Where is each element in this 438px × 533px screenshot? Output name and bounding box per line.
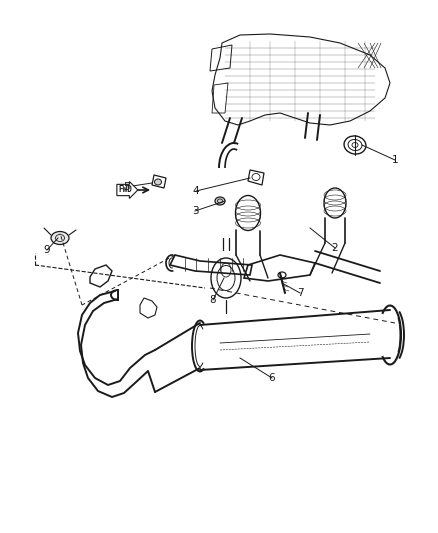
Text: 1: 1 — [392, 155, 398, 165]
Text: 9: 9 — [44, 245, 50, 255]
Ellipse shape — [215, 197, 225, 205]
Text: 5: 5 — [123, 182, 129, 192]
Text: FWD: FWD — [118, 185, 132, 195]
Text: 8: 8 — [210, 295, 216, 305]
Text: 3: 3 — [192, 206, 198, 216]
Text: 6: 6 — [268, 373, 276, 383]
Ellipse shape — [51, 231, 69, 245]
Text: 2: 2 — [332, 243, 338, 253]
Text: 7: 7 — [297, 288, 303, 298]
Ellipse shape — [155, 179, 162, 185]
Text: 4: 4 — [193, 186, 199, 196]
Ellipse shape — [344, 136, 366, 154]
